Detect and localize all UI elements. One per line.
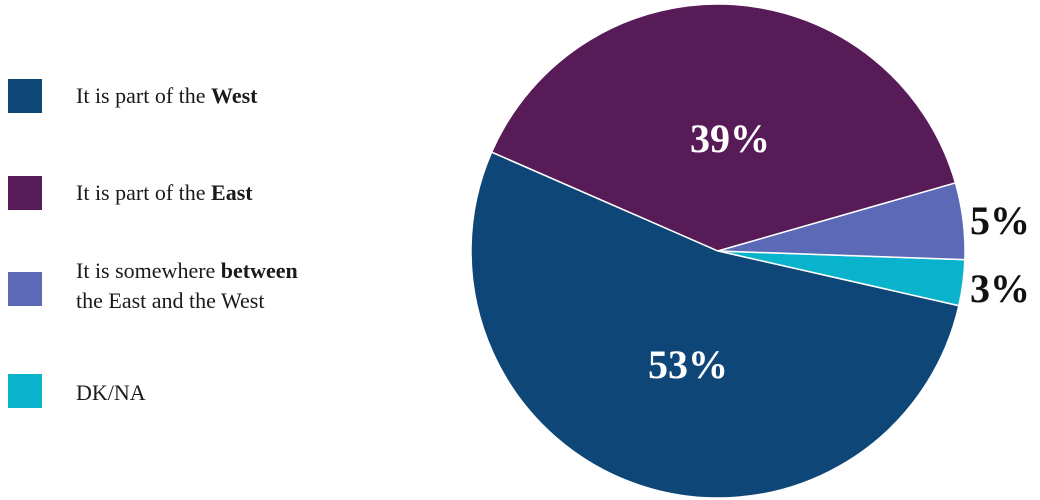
chart-legend: It is part of the West It is part of the… xyxy=(0,0,440,500)
pie-slice-west xyxy=(470,151,960,499)
legend-label-west: It is part of the West xyxy=(76,83,258,108)
slice-label-east: 39% xyxy=(690,116,770,161)
legend-label-between: It is somewhere between the East and the … xyxy=(76,258,298,313)
pie-slice-between xyxy=(717,181,966,261)
pie-slice-east xyxy=(490,3,957,252)
legend-swatch-west xyxy=(8,79,42,113)
pie-labels: 3% 53% 39% 5% xyxy=(648,116,1030,387)
legend-label-dkna: DK/NA xyxy=(76,380,146,405)
legend-label-east: It is part of the East xyxy=(76,180,253,205)
legend-swatch-east xyxy=(8,176,42,210)
slice-label-between: 5% xyxy=(970,198,1030,243)
legend-swatch-between xyxy=(8,272,42,306)
legend-swatch-dkna xyxy=(8,374,42,408)
pie-slices xyxy=(470,3,966,499)
slice-label-west: 53% xyxy=(648,342,728,387)
slice-label-dkna: 3% xyxy=(970,266,1030,311)
